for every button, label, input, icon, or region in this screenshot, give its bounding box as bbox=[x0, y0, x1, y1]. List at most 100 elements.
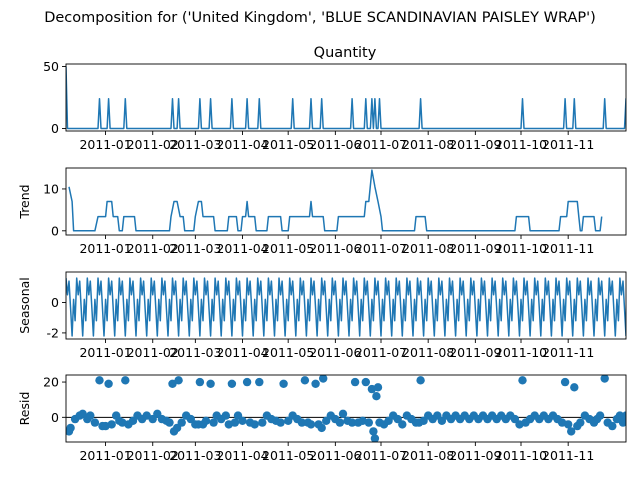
resid-point bbox=[615, 411, 625, 420]
resid-point bbox=[564, 420, 573, 429]
resid-point bbox=[255, 377, 264, 387]
x-tick-label: 2011-08 bbox=[402, 345, 454, 360]
y-tick-label: 50 bbox=[43, 59, 59, 74]
x-tick-label: 2011-08 bbox=[402, 448, 454, 463]
panel-resid: 0202011-012011-022011-032011-042011-0520… bbox=[17, 374, 627, 463]
x-tick-label: 2011-03 bbox=[169, 241, 221, 256]
panel-observed: 0502011-012011-022011-032011-042011-0520… bbox=[43, 59, 627, 152]
x-tick-label: 2011-01 bbox=[79, 448, 131, 463]
axes-frame bbox=[65, 63, 627, 132]
resid-point bbox=[258, 418, 267, 427]
resid-point bbox=[317, 423, 326, 433]
y-tick-label: -2 bbox=[47, 325, 59, 340]
x-tick-label: 2011-05 bbox=[262, 137, 314, 152]
x-tick-label: 2011-10 bbox=[495, 137, 547, 152]
x-tick-label: 2011-03 bbox=[169, 137, 221, 152]
resid-point bbox=[621, 411, 626, 420]
x-tick-label: 2011-03 bbox=[169, 448, 221, 463]
resid-point bbox=[276, 418, 285, 427]
resid-point bbox=[398, 420, 407, 429]
resid-point bbox=[373, 383, 383, 392]
x-tick-label: 2011-02 bbox=[127, 137, 179, 152]
chart-subtitle: Quantity bbox=[314, 45, 377, 61]
resid-point bbox=[311, 379, 320, 388]
x-tick-label: 2011-06 bbox=[309, 241, 361, 256]
resid-point bbox=[227, 379, 237, 388]
x-tick-label: 2011-02 bbox=[127, 345, 179, 360]
resid-point bbox=[347, 418, 357, 427]
resid-point bbox=[338, 409, 348, 418]
y-tick-label: 0 bbox=[51, 295, 59, 310]
resid-point bbox=[416, 376, 425, 385]
resid-point bbox=[238, 416, 247, 425]
x-tick-label: 2011-01 bbox=[79, 137, 131, 152]
observed-line bbox=[66, 66, 626, 130]
x-tick-label: 2011-03 bbox=[169, 345, 221, 360]
x-tick-label: 2011-04 bbox=[216, 345, 268, 360]
y-axis-label: Trend bbox=[17, 184, 32, 219]
resid-point bbox=[618, 418, 626, 427]
resid-point bbox=[104, 379, 113, 388]
x-tick-label: 2011-10 bbox=[495, 241, 547, 256]
resid-point bbox=[319, 375, 328, 383]
resid-point bbox=[567, 427, 576, 436]
x-tick-label: 2011-10 bbox=[495, 345, 547, 360]
resid-point bbox=[168, 379, 177, 388]
x-tick-label: 2011-09 bbox=[449, 448, 501, 463]
x-tick-label: 2011-11 bbox=[542, 345, 594, 360]
resid-point bbox=[570, 383, 579, 392]
resid-point bbox=[250, 420, 259, 429]
series-resid bbox=[66, 375, 626, 442]
resid-point bbox=[364, 418, 373, 427]
x-tick-label: 2011-04 bbox=[216, 137, 268, 152]
x-tick-label: 2011-04 bbox=[216, 448, 268, 463]
x-tick-label: 2011-07 bbox=[355, 241, 407, 256]
series-observed bbox=[66, 66, 626, 130]
resid-point bbox=[306, 420, 316, 429]
resid-point bbox=[297, 418, 307, 427]
resid-point bbox=[576, 418, 585, 427]
resid-point bbox=[230, 418, 240, 427]
x-tick-label: 2011-07 bbox=[355, 448, 407, 463]
resid-point bbox=[121, 376, 130, 385]
x-tick-label: 2011-06 bbox=[309, 448, 361, 463]
x-tick-label: 2011-08 bbox=[402, 241, 454, 256]
panels: 0502011-012011-022011-032011-042011-0520… bbox=[17, 59, 627, 463]
x-tick-label: 2011-07 bbox=[355, 137, 407, 152]
x-tick-label: 2011-09 bbox=[449, 241, 501, 256]
resid-point bbox=[361, 377, 370, 387]
resid-point bbox=[335, 418, 345, 427]
resid-point bbox=[370, 434, 380, 442]
x-tick-label: 2011-11 bbox=[542, 448, 594, 463]
axes-frame bbox=[65, 374, 627, 443]
resid-point bbox=[201, 416, 211, 425]
resid-point bbox=[66, 423, 75, 433]
resid-point bbox=[90, 418, 100, 427]
y-tick-label: 0 bbox=[51, 223, 59, 238]
resid-point bbox=[595, 411, 605, 420]
resid-point bbox=[608, 421, 617, 431]
x-tick-label: 2011-02 bbox=[127, 241, 179, 256]
x-tick-label: 2011-01 bbox=[79, 345, 131, 360]
resid-point bbox=[206, 379, 215, 388]
trend-line bbox=[68, 169, 603, 232]
resid-point bbox=[174, 376, 183, 385]
x-tick-label: 2011-08 bbox=[402, 137, 454, 152]
series-seasonal bbox=[66, 277, 626, 337]
panel-trend: 0102011-012011-022011-032011-042011-0520… bbox=[17, 167, 627, 256]
x-tick-label: 2011-05 bbox=[262, 345, 314, 360]
x-tick-label: 2011-05 bbox=[262, 241, 314, 256]
x-tick-label: 2011-09 bbox=[449, 345, 501, 360]
resid-point bbox=[350, 377, 360, 387]
resid-point bbox=[372, 392, 381, 401]
resid-point bbox=[86, 411, 95, 420]
resid-point bbox=[300, 376, 310, 385]
resid-point bbox=[209, 418, 218, 427]
y-tick-label: 0 bbox=[51, 410, 59, 425]
axes-frame bbox=[65, 167, 627, 236]
series-trend bbox=[68, 169, 603, 232]
x-tick-label: 2011-09 bbox=[449, 137, 501, 152]
y-tick-label: 20 bbox=[43, 375, 59, 390]
x-tick-label: 2011-11 bbox=[542, 137, 594, 152]
